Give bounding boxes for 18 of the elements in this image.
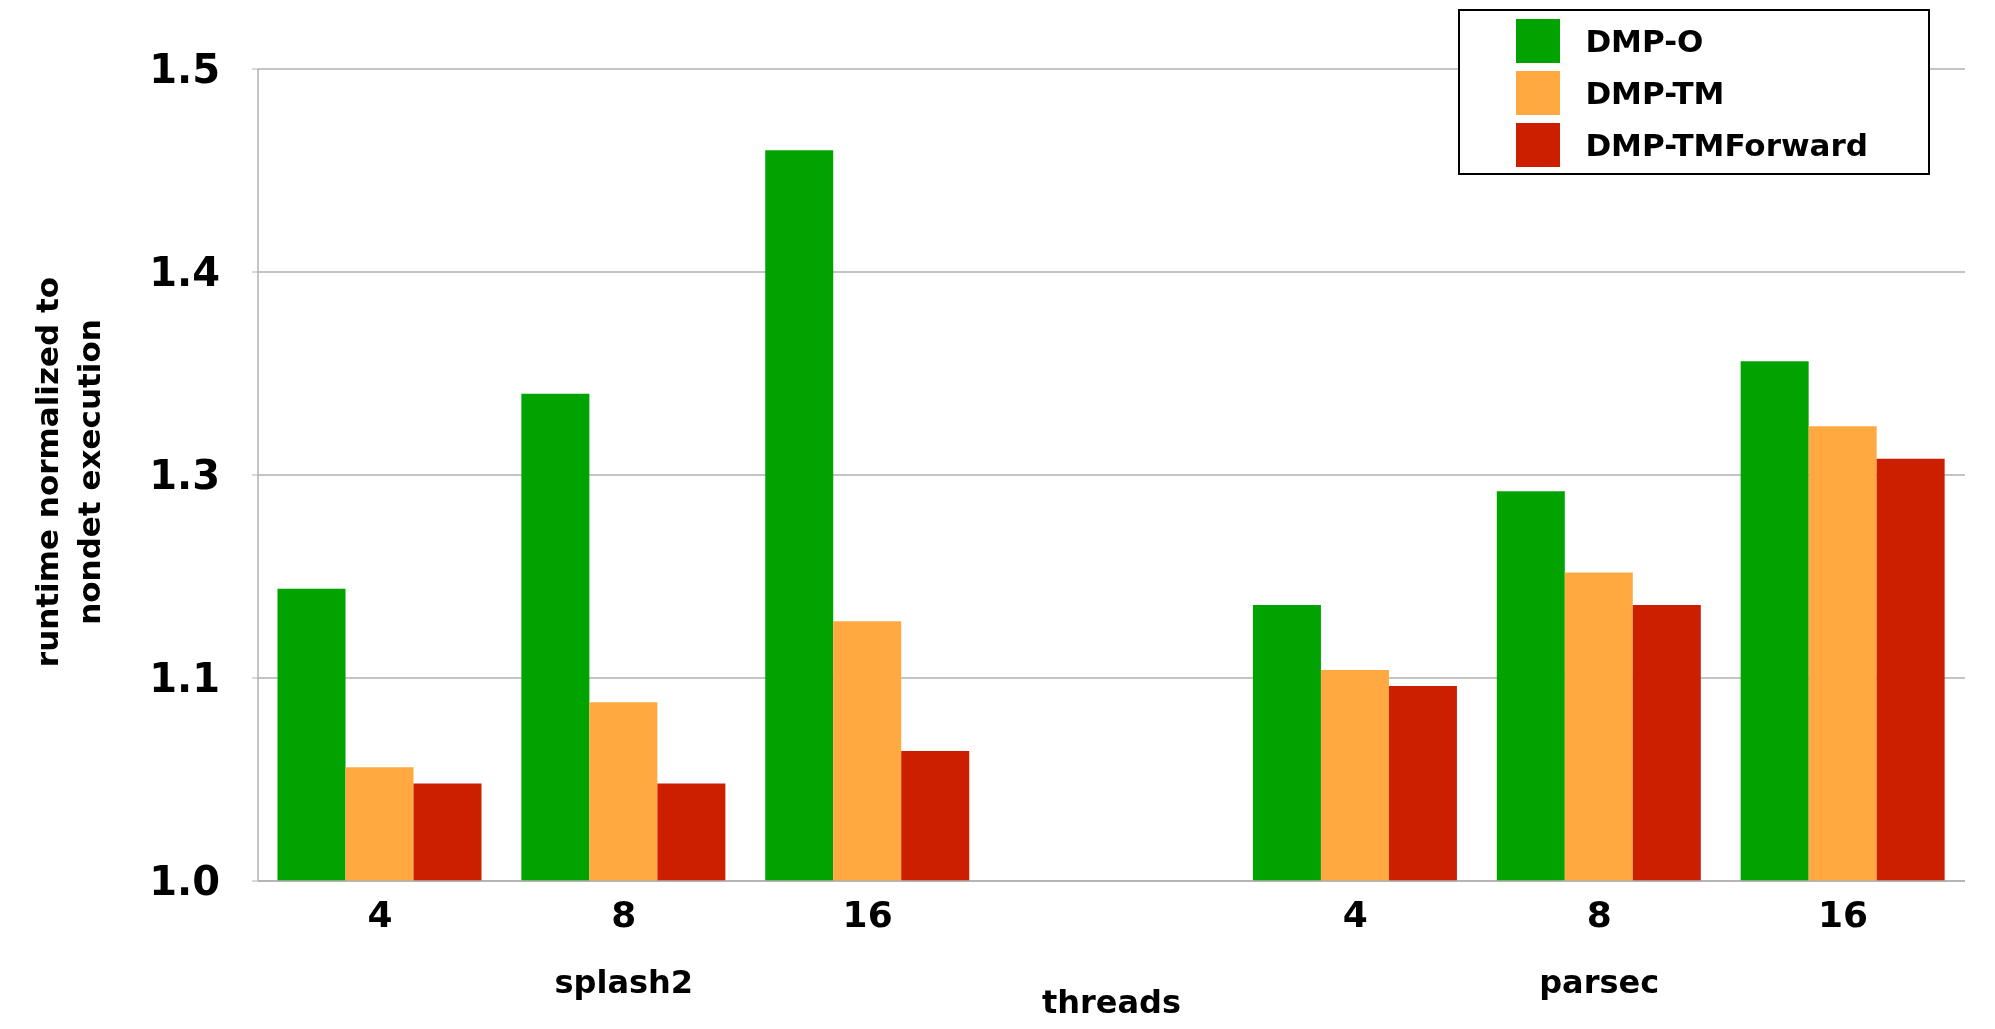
y-tick-label: 1.3 — [149, 452, 220, 499]
legend-label: DMP-TM — [1585, 75, 1725, 111]
x-tick-label: 8 — [1586, 893, 1612, 935]
x-tick-label: 8 — [611, 893, 637, 935]
x-tick-label: 4 — [367, 893, 393, 935]
y-tick-label: 1.1 — [149, 655, 220, 702]
legend-label: DMP-O — [1585, 23, 1704, 59]
x-tick-label: 16 — [842, 893, 893, 935]
y-tick-label: 1.4 — [149, 249, 220, 296]
text: splash2 — [553, 963, 695, 1001]
y-tick-label: 1.0 — [149, 858, 220, 905]
y-tick-label: 1.5 — [149, 46, 220, 93]
x-axis-title: threads — [1041, 983, 1182, 1021]
x-tick-label: 4 — [1342, 893, 1368, 935]
x-tick-label: 16 — [1818, 893, 1869, 935]
legend-label: DMP-TMForward — [1585, 127, 1868, 163]
text: parsec — [1538, 963, 1661, 1001]
y-axis-title: runtime normalized to nondet execution — [28, 275, 108, 670]
